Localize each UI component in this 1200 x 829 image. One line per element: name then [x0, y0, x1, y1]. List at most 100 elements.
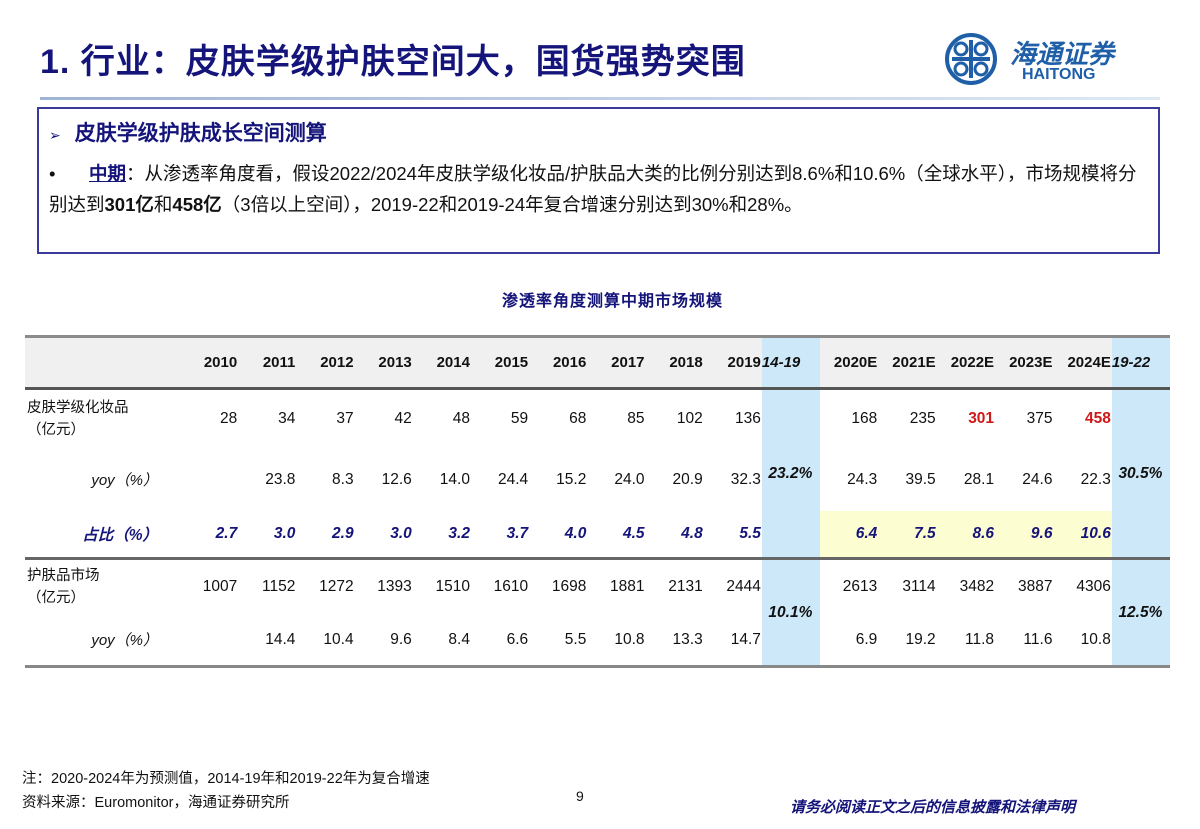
- table-title: 渗透率角度测算中期市场规模: [501, 293, 723, 310]
- table-cell: [180, 615, 238, 667]
- logo-cn: 海通证券: [1010, 40, 1115, 70]
- table-cell: 1152: [262, 578, 296, 596]
- row-label: 皮肤学级化妆品 （亿元）: [25, 389, 180, 449]
- table-cell: 4.8: [681, 524, 703, 542]
- table-cell: 22.3: [1080, 470, 1111, 488]
- year-header: 2019: [727, 354, 761, 371]
- table-row: 护肤品市场 （亿元） 1007 1152 1272 1393 1510 1610 1698 188…: [25, 558, 1170, 667]
- table-cell: 5.5: [739, 524, 761, 542]
- table-cell: [180, 449, 238, 511]
- cagr-cell: 30.5%: [1111, 388, 1170, 559]
- table-cell: 37: [336, 410, 354, 428]
- table-cell: 11.8: [965, 630, 995, 648]
- title-divider: [40, 97, 1160, 100]
- table-cell: 24.3: [847, 470, 878, 488]
- table-cell: 10.6: [1053, 510, 1112, 559]
- table-cell: 5.5: [564, 630, 587, 648]
- year-header: 2012: [320, 354, 354, 371]
- table-cell: 1698: [551, 578, 587, 596]
- cagr-cell: 12.5%: [1111, 558, 1170, 667]
- page-title: 1. 行业：皮肤学级护肤空间大，国货强势突围: [40, 43, 746, 81]
- table-cell: 19.2: [905, 630, 936, 648]
- row-label: 护肤品市场 （亿元）: [25, 559, 180, 615]
- table-cell: 6.6: [506, 630, 529, 648]
- summary-text: • 中期：从渗透率角度看，假设2022/2024年皮肤学级化妆品/护肤品大类的比例…: [49, 159, 1144, 220]
- table-cell: 14.4: [265, 630, 296, 648]
- table-cell: 4.5: [622, 524, 645, 542]
- table-cell: 1272: [319, 578, 354, 596]
- summary-heading-text: 皮肤学级护肤成长空间测算: [74, 122, 327, 145]
- table-cell: 2613: [842, 578, 878, 596]
- table-cell: 458: [1084, 410, 1111, 428]
- table-cell: 3.0: [273, 524, 296, 542]
- summary-lead: 中期: [89, 163, 127, 184]
- table-cell: 6.9: [855, 630, 878, 648]
- table-cell: 59: [510, 410, 529, 428]
- table-cell: 12.6: [381, 470, 412, 488]
- summary-bold-1: 301亿: [104, 193, 154, 215]
- summary-text-2: 和: [153, 193, 173, 215]
- table-cell: 11.6: [1023, 630, 1053, 648]
- year-header: 2023E: [1009, 354, 1053, 371]
- footnote: 注：2020-2024年为预测值，2014-19年和2019-22年为复合增速: [22, 771, 430, 787]
- year-header: 2015: [494, 354, 529, 371]
- table-cell: 24.4: [497, 470, 529, 488]
- table-cell: 3887: [1017, 578, 1053, 596]
- source-note: 资料来源：Euromonitor，海通证券研究所: [22, 795, 290, 811]
- table-cell: 375: [1026, 410, 1053, 428]
- table-cell: 4.0: [564, 524, 587, 542]
- row-label-text: 皮肤学级化妆品: [27, 400, 129, 417]
- table-cell: 3.0: [390, 524, 412, 542]
- table-cell: 7.5: [878, 510, 937, 559]
- logo-en: HAITONG: [1022, 66, 1096, 83]
- cagr-cell: 23.2%: [761, 388, 820, 559]
- table-cell: 32.3: [730, 470, 761, 488]
- table-cell: 85: [627, 410, 645, 428]
- row-label-text: yoy（%）: [91, 472, 159, 489]
- table-cell: 10.8: [1080, 630, 1111, 648]
- table-cell: 1007: [202, 578, 238, 596]
- year-header: 2024E: [1067, 354, 1111, 371]
- table-cell: 14.7: [730, 630, 761, 648]
- table-cell: 2131: [668, 578, 703, 596]
- row-label: 占比（%）: [25, 511, 180, 559]
- table-cell: 2.7: [215, 524, 238, 542]
- table-row: 皮肤学级化妆品 （亿元） 28 34 37 42 48 59 68 85 102 136 23.2% 16…: [25, 388, 1170, 559]
- year-header: 2021E: [892, 354, 936, 371]
- table-cell: 48: [452, 410, 470, 428]
- arrow-bullet-icon: ➢: [49, 127, 61, 143]
- row-unit: （亿元）: [27, 590, 85, 607]
- table-cell: 42: [394, 410, 412, 428]
- year-header: 2011: [262, 354, 296, 371]
- year-header: 2016: [552, 354, 587, 371]
- table-cell: 34: [278, 410, 296, 428]
- row-label: yoy（%）: [25, 615, 180, 667]
- table-cell: 3.7: [506, 524, 529, 542]
- cagr-header: 14-19: [761, 336, 820, 389]
- table-cell: 8.4: [448, 630, 470, 648]
- table-cell: 3114: [902, 578, 936, 596]
- table-cell: 4306: [1076, 578, 1111, 596]
- table-row: yoy（%） 23.8 8.3 12.6 14.0 24.4 15.2 24.0 20.9 32.…: [25, 449, 1170, 511]
- bullet-icon: •: [49, 163, 56, 184]
- table-cell: 1393: [377, 578, 412, 596]
- table-cell: 301: [968, 410, 995, 428]
- year-header: 2020E: [833, 354, 878, 371]
- summary-text-1: ：从渗透率角度看，假设2022/2024年皮肤学级化妆品/护肤品大类的比例分别达…: [49, 163, 1137, 215]
- table-cell: 24.0: [614, 470, 645, 488]
- table-cell: 8.3: [332, 470, 354, 488]
- table-header-row: 2010 2011 2012 2013 2014 2015 2016 2017 2018 2019…: [25, 336, 1170, 389]
- page-number: 9: [576, 788, 584, 804]
- summary-heading: ➢ 皮肤学级护肤成长空间测算: [49, 117, 327, 147]
- row-label-text: yoy（%）: [91, 632, 159, 650]
- row-unit: （亿元）: [27, 422, 85, 439]
- table-cell: 10.8: [614, 630, 645, 648]
- market-size-table: 2010 2011 2012 2013 2014 2015 2016 2017 2018 2019…: [25, 335, 1170, 668]
- table-cell: 2444: [726, 578, 761, 596]
- cagr-cell: 10.1%: [761, 558, 820, 667]
- table-cell: 3.2: [448, 524, 470, 542]
- table-cell: 1510: [435, 578, 470, 596]
- table-cell: 20.9: [672, 470, 703, 488]
- table-cell: 28.1: [963, 470, 995, 488]
- haitong-logo: 海通证券 HAITONG: [944, 32, 1174, 86]
